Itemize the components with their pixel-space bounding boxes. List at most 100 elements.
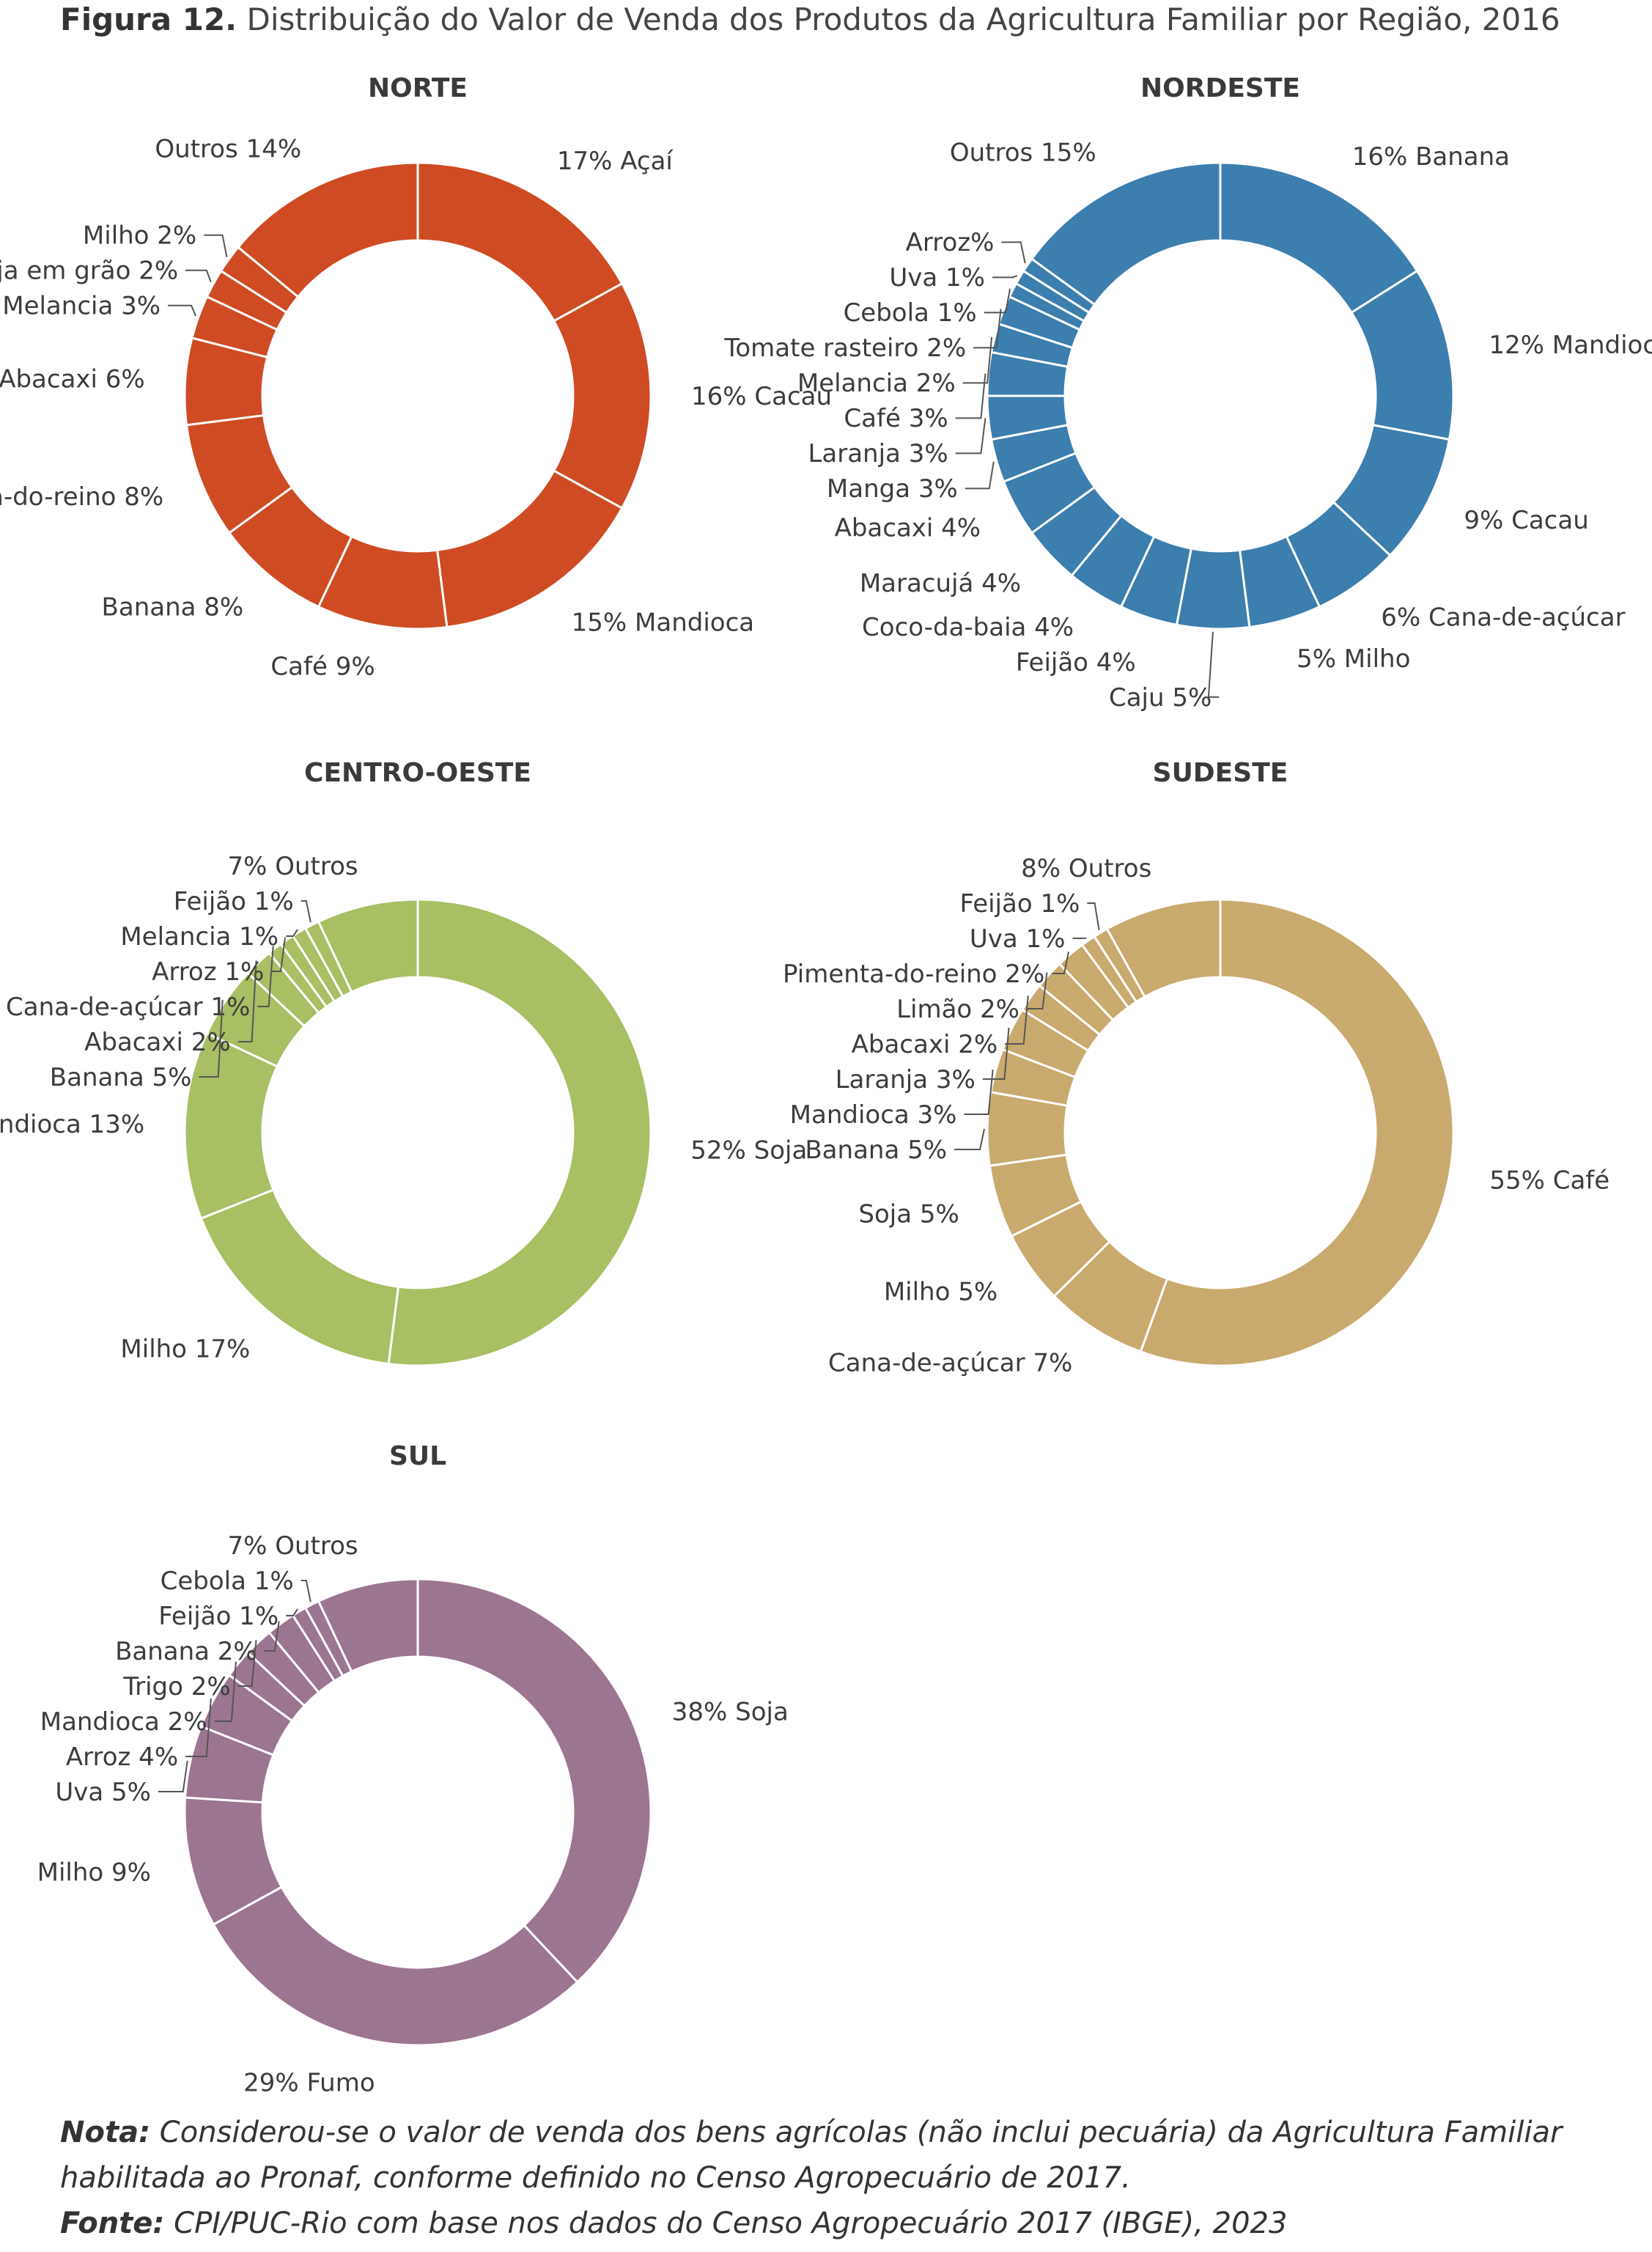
slice-label: Milho 5%: [884, 1277, 998, 1306]
chart-title: SUDESTE: [1153, 758, 1288, 788]
slice-label: Trigo 2%: [122, 1672, 230, 1701]
slice-outros-14: [236, 161, 419, 298]
slice-7-outros: [317, 1578, 419, 1674]
leader-line: [982, 1027, 1010, 1080]
slice-label: Maracujá 4%: [860, 569, 1021, 598]
slice-label: Milho 9%: [37, 1858, 151, 1887]
leader-line: [954, 1128, 986, 1150]
slice-label: Melancia 1%: [120, 922, 279, 952]
slice-label: Laranja 3%: [808, 439, 948, 468]
slice-label: Pimenta-do-reino 8%: [0, 482, 163, 512]
slice-label: Soja em grão 2%: [0, 257, 178, 286]
leader-line: [962, 336, 993, 384]
slice-52-soja: [387, 898, 652, 1367]
chart-title: CENTRO-OESTE: [304, 758, 531, 788]
slice-label: 16% Banana: [1352, 142, 1510, 172]
leader-line: [984, 288, 1011, 314]
slice-label: Uva 1%: [970, 924, 1066, 954]
slice-label: Pimenta-do-reino 2%: [783, 960, 1044, 989]
figure-title-text: Distribuição do Valor de Venda dos Produ…: [246, 1, 1560, 37]
slice-label: Feijão 1%: [174, 887, 294, 916]
slice-label: Uva 1%: [889, 263, 985, 292]
slice-label: 8% Outros: [1021, 854, 1151, 883]
leader-line: [257, 946, 274, 1007]
slice-label: 7% Outros: [227, 852, 358, 881]
leader-line: [1005, 996, 1029, 1045]
chart-title: NORDESTE: [1140, 73, 1300, 103]
slice-label: Milho 2%: [83, 221, 196, 251]
slice-label: Feijão 4%: [1016, 648, 1136, 677]
slice-label: Banana 5%: [805, 1136, 947, 1165]
slice-label: Abacaxi 4%: [835, 514, 981, 543]
slice-label: 17% Açaí: [557, 147, 674, 176]
fonte-text: CPI/PUC-Rio com base nos dados do Censo …: [174, 2207, 1288, 2240]
leader-line: [264, 1621, 280, 1652]
slice-label: Uva 5%: [55, 1778, 151, 1807]
leader-line: [158, 1760, 188, 1792]
leader-line: [286, 1608, 298, 1616]
nota-line: Nota: Considerou-se o valor de venda dos…: [60, 2110, 1599, 2201]
slice-7-outros: [317, 898, 419, 994]
slice-label: Arroz 4%: [66, 1743, 178, 1772]
slice-label: Abacaxi 2%: [852, 1030, 998, 1059]
slice-label: Cebola 1%: [161, 1567, 294, 1596]
slice-label: Melancia 3%: [2, 292, 161, 321]
figure-title: Figura 12. Distribuição do Valor de Vend…: [60, 1, 1560, 37]
slice-label: Soja 5%: [858, 1200, 959, 1229]
slice-label: 38% Soja: [672, 1698, 789, 1727]
slice-label: 7% Outros: [227, 1531, 358, 1561]
nota-text: Considerou-se o valor de venda dos bens …: [60, 2116, 1563, 2195]
leader-line: [199, 999, 224, 1078]
slice-29-fumo: [212, 1885, 579, 2047]
leader-line: [168, 304, 196, 317]
slice-label: Feijão 1%: [960, 889, 1080, 919]
slice-15-mandioca: [435, 469, 624, 629]
leader-line: [992, 275, 1018, 279]
donut-norte: NORTE 17% Açaí 16% Cacau 15% Mandioca Outros…: [0, 73, 832, 681]
slice-label: Outros 14%: [155, 134, 301, 163]
slice-label: Banana 5%: [50, 1063, 192, 1092]
slice-label: Coco-da-baia 4%: [862, 613, 1074, 642]
slice-label: Banana 8%: [102, 592, 244, 622]
leader-line: [214, 1661, 237, 1722]
slice-label: Cebola 1%: [844, 298, 977, 328]
slice-label: Café 3%: [844, 404, 948, 433]
slice-label: 52% Soja: [690, 1136, 807, 1165]
slice-label: Tomate rasteiro 2%: [723, 334, 966, 363]
leader-line: [965, 461, 995, 490]
slice-label: Milho 17%: [120, 1335, 250, 1364]
slice-label: Café 9%: [270, 652, 375, 681]
slice-label: Laranja 3%: [836, 1065, 976, 1094]
leader-line: [185, 269, 212, 283]
slice-outros-15: [1030, 161, 1222, 306]
slice-label: Banana 2%: [115, 1637, 257, 1666]
donut-centro-oeste: CENTRO-OESTE 52% Soja 7% Outros Feijão 1% Me…: [0, 758, 807, 1367]
leader-line: [204, 234, 228, 257]
slice-8-outros: [1105, 898, 1222, 998]
donut-sudeste: SUDESTE 55% Café 8% Outros Feijão 1% Uva 1% P…: [783, 758, 1609, 1378]
slice-label: 55% Café: [1489, 1166, 1609, 1196]
leader-line: [300, 899, 311, 923]
slice-16-cacau: [552, 282, 652, 510]
donut-sul: SUL 38% Soja 7% Outros Cebola 1% Feijão 1% Ba…: [37, 1441, 789, 2097]
leader-line: [271, 937, 287, 972]
leader-line: [237, 960, 257, 1042]
chart-title: SUL: [389, 1441, 446, 1471]
slice-55-cafe: [1139, 898, 1455, 1367]
slice-label: 6% Cana-de-açúcar: [1381, 603, 1625, 633]
leader-line: [1207, 631, 1220, 698]
fonte-label: Fonte:: [60, 2207, 165, 2240]
donut-charts: NORTE 17% Açaí 16% Cacau 15% Mandioca Outros…: [0, 73, 1652, 2097]
slice-label: 29% Fumo: [243, 2068, 375, 2097]
leader-line: [1052, 952, 1070, 974]
slice-label: Cana-de-açúcar 7%: [828, 1349, 1072, 1378]
leader-line: [1001, 241, 1026, 264]
leader-line: [286, 929, 298, 937]
slice-label: Feijão 1%: [158, 1602, 279, 1631]
fonte-line: Fonte: CPI/PUC-Rio com base nos dados do…: [60, 2201, 1599, 2246]
leader-line: [185, 1698, 212, 1757]
leader-line: [237, 1640, 257, 1687]
slice-label: Arroz 1%: [152, 957, 264, 987]
slice-label: Cana-de-açúcar 1%: [6, 993, 250, 1022]
slice-label: 5% Milho: [1297, 644, 1410, 674]
